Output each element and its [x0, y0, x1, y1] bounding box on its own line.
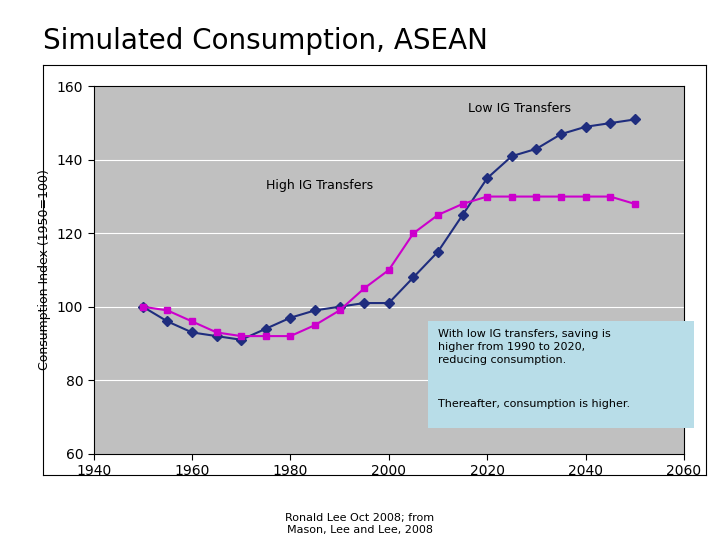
Text: With low IG transfers, saving is
higher from 1990 to 2020,
reducing consumption.: With low IG transfers, saving is higher … [438, 329, 611, 365]
FancyBboxPatch shape [428, 321, 694, 428]
Text: Simulated Consumption, ASEAN: Simulated Consumption, ASEAN [43, 27, 488, 55]
Text: Low IG Transfers: Low IG Transfers [467, 102, 570, 115]
Text: Thereafter, consumption is higher.: Thereafter, consumption is higher. [438, 399, 630, 409]
Text: Ronald Lee Oct 2008; from
Mason, Lee and Lee, 2008: Ronald Lee Oct 2008; from Mason, Lee and… [285, 513, 435, 535]
Text: High IG Transfers: High IG Transfers [266, 179, 373, 192]
Y-axis label: Consumption Index (1950=100): Consumption Index (1950=100) [38, 170, 51, 370]
